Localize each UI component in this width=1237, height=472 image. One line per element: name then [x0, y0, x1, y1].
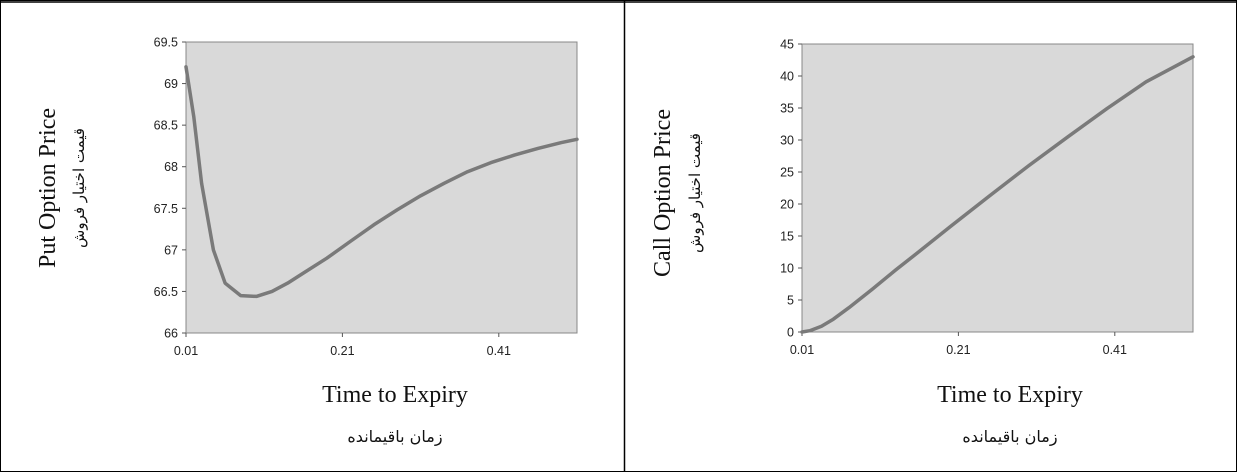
put-y-axis-title: Put Option Price: [35, 108, 61, 268]
call-x-tick-label: 0.41: [1103, 343, 1127, 357]
call-y-tick-label: 15: [780, 230, 794, 244]
put-y-axis-title-fa: قیمت اختیار فروش: [70, 128, 88, 248]
call-y-tick-label: 35: [780, 102, 794, 116]
call-y-axis-title: Call Option Price: [650, 109, 676, 277]
put-x-tick-label: 0.01: [174, 344, 198, 358]
call-y-tick-label: 10: [780, 262, 794, 276]
put-x-tick-label: 0.41: [487, 344, 511, 358]
call-y-ticks: 0 5 10 15 20 25 30 35 40 45: [780, 38, 802, 340]
put-x-ticks: 0.01 0.21 0.41: [174, 333, 511, 358]
call-x-tick-label: 0.01: [790, 343, 814, 357]
call-y-tick-label: 0: [787, 326, 794, 340]
put-y-tick-label: 69.5: [154, 36, 178, 50]
call-chart: 0 5 10 15 20 25 30 35 40 45 0.01 0.21 0.41 Call Opt…: [650, 38, 1195, 447]
put-series-line: [184, 65, 579, 299]
put-plot-area: [185, 41, 578, 334]
put-y-tick-label: 67.5: [154, 202, 178, 216]
call-x-tick-label: 0.21: [946, 343, 970, 357]
put-y-tick-label: 67: [164, 243, 178, 257]
put-y-tick-label: 66.5: [154, 285, 178, 299]
call-series-line: [800, 55, 1195, 334]
put-y-tick-label: 68: [164, 160, 178, 174]
put-x-axis-title: Time to Expiry: [322, 382, 468, 408]
put-x-axis-title-fa: زمان باقیمانده: [347, 427, 442, 447]
put-y-tick-label: 66: [164, 327, 178, 341]
call-y-tick-label: 5: [787, 294, 794, 308]
put-x-tick-label: 0.21: [330, 344, 354, 358]
put-y-ticks: 66 66.5 67 67.5 68 68.5 69 69.5: [154, 36, 186, 341]
put-y-tick-label: 68.5: [154, 119, 178, 133]
call-y-tick-label: 45: [780, 38, 794, 52]
put-y-tick-label: 69: [164, 77, 178, 91]
call-x-axis-title: Time to Expiry: [937, 382, 1083, 408]
call-y-tick-label: 20: [780, 198, 794, 212]
put-chart: 66 66.5 67 67.5 68 68.5 69 69.5 0.01 0.21 0.41 Pu…: [35, 36, 579, 447]
call-y-tick-label: 40: [780, 70, 794, 84]
call-x-ticks: 0.01 0.21 0.41: [790, 332, 1127, 357]
call-x-axis-title-fa: زمان باقیمانده: [962, 427, 1057, 447]
call-y-tick-label: 25: [780, 166, 794, 180]
call-y-axis-title-fa: قیمت اختیار فروش: [686, 133, 704, 253]
call-y-tick-label: 30: [780, 134, 794, 148]
